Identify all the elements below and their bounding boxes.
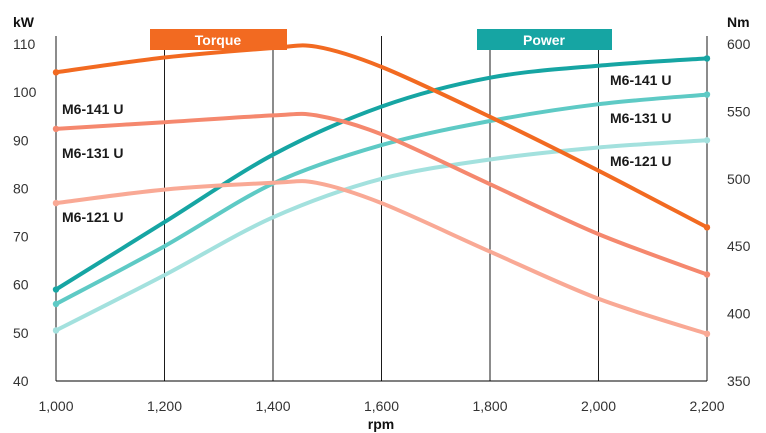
left-tick-label: 50 xyxy=(13,325,29,341)
torque-m6-131u-end-point xyxy=(703,271,711,278)
x-tick-label: 1,400 xyxy=(255,398,290,414)
left-tick-label: 40 xyxy=(13,373,29,389)
power-m6-141u-end-point xyxy=(703,55,711,62)
torque-series-label-m6-141u: M6-141 U xyxy=(62,101,123,117)
right-tick-label: 350 xyxy=(727,373,751,389)
power-series-label-m6-121u: M6-121 U xyxy=(610,153,671,169)
torque-m6-121u-end-point xyxy=(703,330,711,338)
x-tick-label: 1,200 xyxy=(147,398,182,414)
x-tick-label: 2,200 xyxy=(689,398,724,414)
torque-m6-141u-line xyxy=(54,43,709,230)
legend-torque-swatch xyxy=(150,29,287,50)
x-axis-title: rpm xyxy=(368,416,394,432)
x-tick-label: 1,600 xyxy=(364,398,399,414)
series-lines xyxy=(52,43,711,338)
left-tick-label: 90 xyxy=(13,132,29,148)
x-tick-label: 1,800 xyxy=(472,398,507,414)
torque-m6-121u-line xyxy=(54,179,709,336)
series-labels: M6-141 U M6-131 U M6-121 U M6-141 U M6-1… xyxy=(62,72,671,225)
left-tick-label: 60 xyxy=(13,277,29,293)
power-series-label-m6-131u: M6-131 U xyxy=(610,110,671,126)
x-tick-label: 1,000 xyxy=(38,398,73,414)
power-m6-121u-end-point xyxy=(703,137,711,144)
right-axis-unit: Nm xyxy=(727,14,750,30)
power-m6-121u-line xyxy=(54,138,709,333)
right-tick-label: 450 xyxy=(727,238,751,254)
torque-m6-131u-line xyxy=(54,111,709,277)
torque-m6-141u-start-point xyxy=(52,69,60,76)
torque-series-label-m6-121u: M6-121 U xyxy=(62,209,123,225)
power-m6-131u-end-point xyxy=(703,91,711,98)
right-tick-label: 550 xyxy=(727,103,751,119)
power-m6-141u-start-point xyxy=(52,286,60,293)
legend: Torque Power xyxy=(150,29,612,50)
legend-torque-label: Torque xyxy=(195,32,242,48)
torque-series-label-m6-131u: M6-131 U xyxy=(62,145,123,161)
legend-power-swatch xyxy=(477,29,612,50)
x-tick-label: 2,000 xyxy=(581,398,616,414)
left-tick-label: 100 xyxy=(13,84,37,100)
legend-power-label: Power xyxy=(523,32,566,48)
left-tick-label: 80 xyxy=(13,180,29,196)
left-axis-unit: kW xyxy=(13,14,35,30)
power-m6-131u-start-point xyxy=(52,300,60,308)
left-tick-label: 110 xyxy=(13,36,36,52)
power-m6-121u-start-point xyxy=(52,327,60,334)
right-tick-label: 600 xyxy=(727,36,751,52)
torque-m6-131u-start-point xyxy=(52,125,60,133)
left-tick-label: 70 xyxy=(13,229,29,245)
power-m6-131u-line xyxy=(54,92,709,306)
torque-m6-121u-start-point xyxy=(52,199,60,207)
right-tick-label: 500 xyxy=(727,171,751,187)
power-series-label-m6-141u: M6-141 U xyxy=(610,72,671,88)
right-tick-label: 400 xyxy=(727,306,751,322)
torque-m6-141u-end-point xyxy=(703,224,711,231)
axis-ticks: 1,000 1,200 1,400 1,600 1,800 2,000 2,200 40 50 6… xyxy=(13,36,751,414)
power-m6-141u-line xyxy=(54,56,709,292)
